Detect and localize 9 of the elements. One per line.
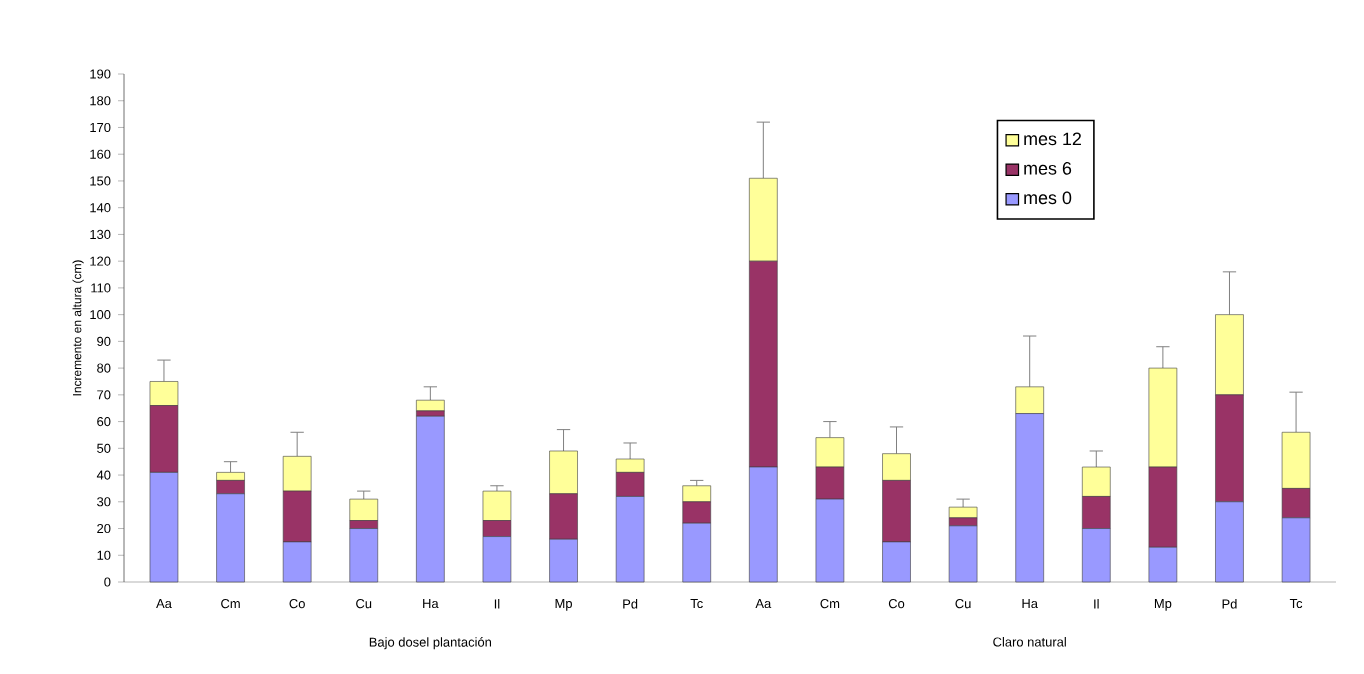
bar [349,498,379,521]
bar [349,528,379,583]
bar [416,415,445,583]
legend-label: mes 12 [1024,132,1081,146]
legend-label: mes 0 [1024,191,1072,205]
legend-label: mes 6 [1024,161,1072,175]
bar [948,506,978,519]
bar [948,525,978,583]
bar [416,399,445,412]
